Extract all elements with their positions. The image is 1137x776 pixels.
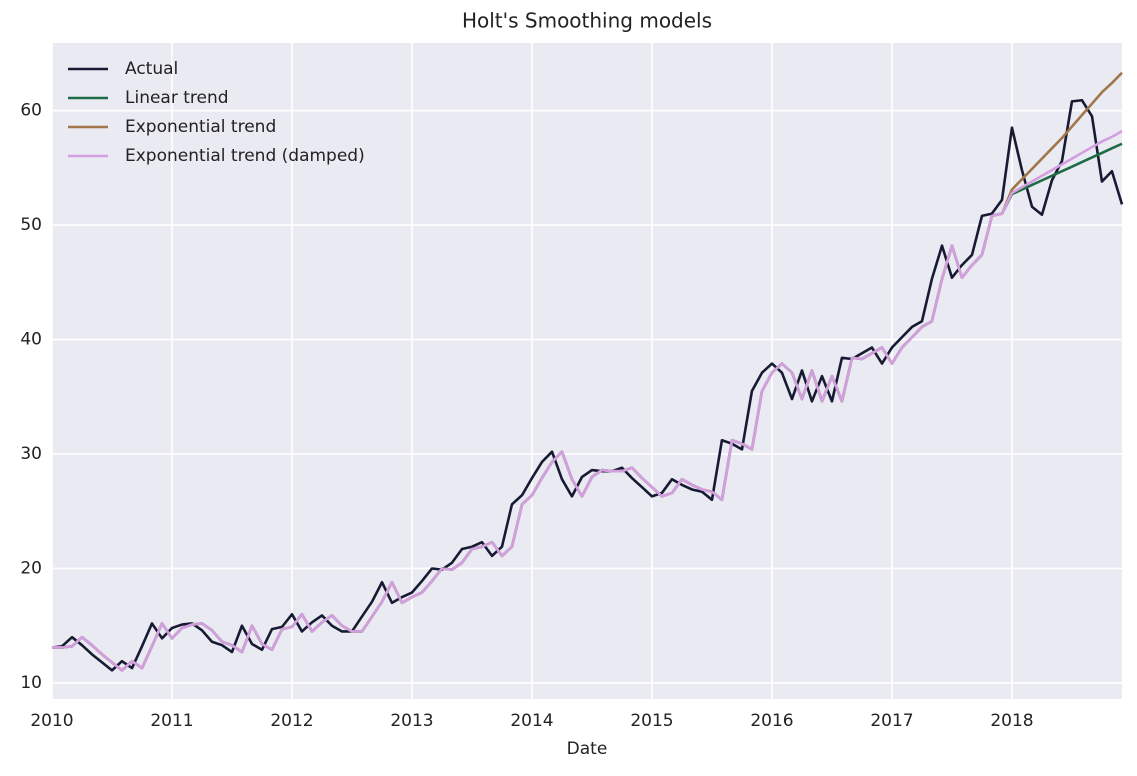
y-tick-label: 10	[20, 673, 42, 693]
x-tick-label: 2011	[150, 711, 193, 731]
series-line	[52, 130, 1123, 672]
y-tick-label: 20	[20, 558, 42, 578]
chart-title: Holt's Smoothing models	[462, 9, 712, 33]
legend-label: Linear trend	[125, 88, 229, 108]
x-tick-label: 2014	[510, 711, 553, 731]
y-tick-label: 50	[20, 215, 42, 235]
x-tick-label: 2012	[270, 711, 313, 731]
legend-label: Actual	[125, 59, 178, 79]
x-tick-label: 2017	[870, 711, 913, 731]
x-tick-label: 2018	[990, 711, 1033, 731]
x-tick-label: 2013	[390, 711, 433, 731]
y-tick-label: 60	[20, 101, 42, 121]
x-axis-label: Date	[567, 739, 608, 759]
legend-label: Exponential trend (damped)	[125, 146, 365, 166]
y-tick-label: 40	[20, 330, 42, 350]
legend: Actual Linear trend Exponential trend Expon…	[68, 59, 365, 166]
lines	[51, 71, 1124, 672]
y-tick-label: 30	[20, 444, 42, 464]
plot-area	[52, 43, 1122, 699]
x-tick-label: 2010	[30, 711, 73, 731]
x-tick-label: 2015	[630, 711, 673, 731]
series-line	[51, 98, 1124, 672]
x-tick-label: 2016	[750, 711, 793, 731]
legend-label: Exponential trend	[125, 117, 276, 137]
